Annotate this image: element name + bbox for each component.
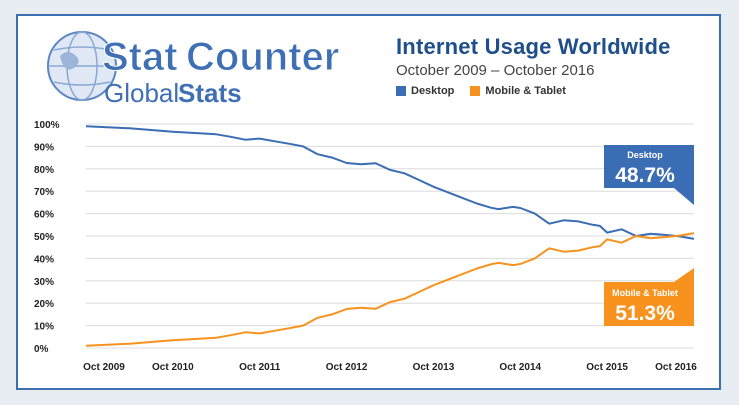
y-tick-label: 20% [34,299,54,310]
legend-item-mobile: Mobile & Tablet [470,85,566,97]
logo-counter-text: Counter [186,35,339,79]
mobile-tablet-line [85,232,695,347]
y-tick-label: 10% [34,322,54,333]
legend-swatch-mobile [470,86,481,96]
x-tick-label: Oct 2011 [239,362,281,373]
desktop-callout-value: 48.7% [615,164,675,187]
chart-subtitle: October 2009 – October 2016 [396,62,595,79]
x-axis: Oct 2009 Oct 2010 Oct 2011 Oct 2012 Oct 2013… [83,362,697,373]
mobile-callout-value: 51.3% [615,302,675,325]
legend-item-desktop: Desktop [396,85,454,97]
mobile-callout-label: Mobile & Tablet [612,288,678,298]
x-tick-label: Oct 2010 [152,362,194,373]
globe-icon [47,31,117,101]
legend-label-desktop: Desktop [411,85,455,97]
legend: Desktop Mobile & Tablet [396,85,671,97]
y-tick-label: 100% [34,120,60,131]
y-tick-label: 90% [34,142,54,153]
x-tick-label: Oct 2014 [499,362,541,373]
y-tick-label: 30% [34,277,54,288]
mobile-callout-box [604,268,694,326]
y-tick-label: 50% [34,232,54,243]
x-tick-label: Oct 2016 [655,362,697,373]
logo-stat-text: Stat [102,35,178,79]
y-tick-label: 70% [34,187,54,198]
desktop-callout-box [604,145,694,205]
mobile-callout: Mobile & Tablet 51.3% [604,268,694,326]
series-lines [85,125,695,347]
y-tick-label: 60% [34,210,54,221]
chart-title: Internet Usage Worldwide [396,34,671,59]
y-tick-label: 80% [34,165,54,176]
y-axis: 0% 10% 20% 30% 40% 50% 60% 70% 80% 90% 100% [34,120,60,355]
x-tick-label: Oct 2012 [326,362,368,373]
gridlines [86,123,694,349]
chart-frame [16,14,721,390]
y-tick-label: 40% [34,254,54,265]
logo-stats-text: Stats [178,78,242,108]
desktop-line [85,125,695,240]
chart-header: Internet Usage Worldwide October 2009 – … [396,34,671,97]
x-tick-label: Oct 2015 [586,362,628,373]
logo-global-text: Global [104,78,179,108]
statcounter-logo: Stat Counter Global Stats [47,31,340,108]
y-tick-label: 0% [34,344,49,355]
desktop-callout: Desktop 48.7% [604,145,694,205]
x-tick-label: Oct 2009 [83,362,125,373]
x-tick-label: Oct 2013 [413,362,455,373]
desktop-callout-label: Desktop [627,150,663,160]
legend-label-mobile: Mobile & Tablet [485,85,566,97]
legend-swatch-desktop [396,86,406,96]
